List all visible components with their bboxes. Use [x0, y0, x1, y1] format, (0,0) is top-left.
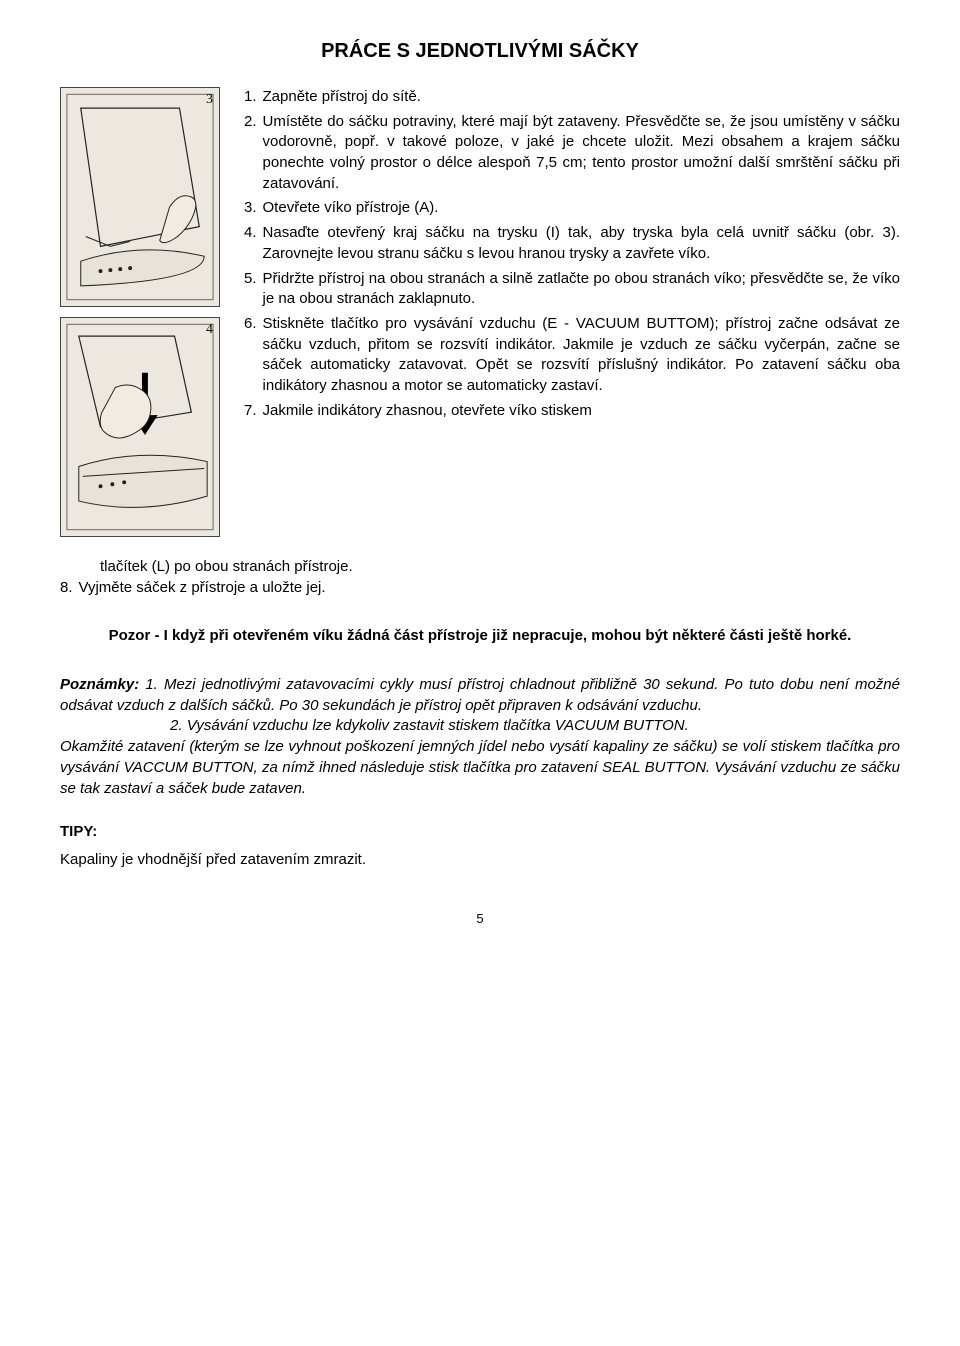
note-2-line1: Vysávání vzduchu lze kdykoliv zastavit s… — [187, 717, 689, 734]
step-3: 3. Otevřete víko přístroje (A). — [244, 198, 900, 219]
step-text: Umístěte do sáčku potraviny, které mají … — [263, 112, 900, 195]
step-8: 8. Vyjměte sáček z přístroje a uložte je… — [60, 578, 900, 599]
step-number: 2. — [244, 112, 257, 195]
tips-heading: TIPY: — [60, 823, 900, 840]
step-number: 7. — [244, 401, 257, 422]
step-number: 6. — [244, 314, 257, 397]
tips-body: Kapaliny je vhodnější před zatavením zmr… — [60, 850, 900, 871]
notes-label: Poznámky: — [60, 676, 139, 693]
figure-4: 4 — [60, 317, 220, 537]
figure-4-illustration — [61, 318, 219, 536]
step-text: Stiskněte tlačítko pro vysávání vzduchu … — [263, 314, 900, 397]
step-number: 3. — [244, 198, 257, 219]
step-6: 6. Stiskněte tlačítko pro vysávání vzduc… — [244, 314, 900, 397]
document-page: PRÁCE S JEDNOTLIVÝMI SÁČKY 3 — [60, 40, 900, 926]
step-2: 2. Umístěte do sáčku potraviny, které ma… — [244, 112, 900, 195]
step-text: Přidržte přístroj na obou stranách a sil… — [263, 269, 900, 310]
note-1-text: Mezi jednotlivými zatavovacími cykly mus… — [60, 676, 900, 714]
steps-column: 1. Zapněte přístroj do sítě. 2. Umístěte… — [244, 87, 900, 537]
step-number: 5. — [244, 269, 257, 310]
figure-3: 3 — [60, 87, 220, 307]
figure-label: 4 — [206, 322, 213, 338]
step-5: 5. Přidržte přístroj na obou stranách a … — [244, 269, 900, 310]
step-text: Nasaďte otevřený kraj sáčku na trysku (I… — [263, 223, 900, 264]
step-text: Zapněte přístroj do sítě. — [263, 87, 421, 108]
step-number: 8. — [60, 578, 73, 599]
step-7-continuation: tlačítek (L) po obou stranách přístroje. — [100, 557, 900, 578]
note-2-rest: Okamžité zatavení (kterým se lze vyhnout… — [60, 738, 900, 796]
warning-text: Pozor - I když při otevřeném víku žádná … — [60, 626, 900, 647]
figure-3-illustration — [61, 88, 219, 306]
page-title: PRÁCE S JEDNOTLIVÝMI SÁČKY — [60, 40, 900, 63]
step-number: 1. — [244, 87, 257, 108]
step-number: 4. — [244, 223, 257, 264]
step-text: Otevřete víko přístroje (A). — [263, 198, 439, 219]
step-text: Vyjměte sáček z přístroje a uložte jej. — [79, 578, 326, 599]
figure-column: 3 4 — [60, 87, 220, 537]
content-columns: 3 4 — [60, 87, 900, 537]
step-7: 7. Jakmile indikátory zhasnou, otevřete … — [244, 401, 900, 422]
figure-label: 3 — [206, 92, 213, 108]
note-1-prefix: 1. — [145, 676, 164, 693]
steps-continuation: tlačítek (L) po obou stranách přístroje.… — [60, 557, 900, 598]
notes-section: Poznámky: 1. Mezi jednotlivými zatavovac… — [60, 675, 900, 799]
step-1: 1. Zapněte přístroj do sítě. — [244, 87, 900, 108]
step-4: 4. Nasaďte otevřený kraj sáčku na trysku… — [244, 223, 900, 264]
note-2-prefix: 2. — [170, 717, 187, 734]
page-number: 5 — [60, 911, 900, 926]
step-text: Jakmile indikátory zhasnou, otevřete vík… — [263, 401, 592, 422]
